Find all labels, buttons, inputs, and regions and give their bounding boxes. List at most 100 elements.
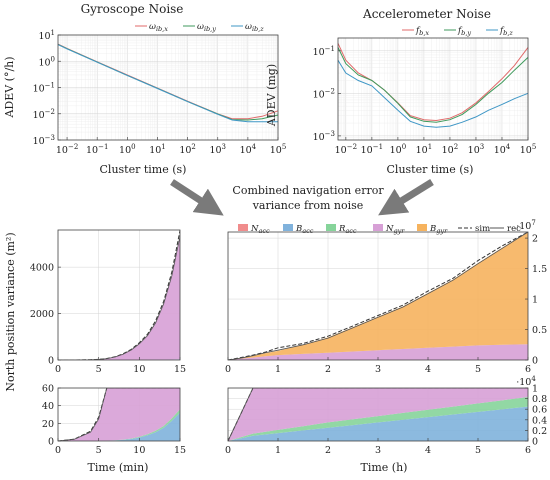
y-multiplier: ·104 bbox=[516, 375, 536, 388]
x-tick-label: 5 bbox=[475, 445, 481, 456]
gyro-plot: 10−2 10−1 100 101 102 103 104 10510−310−210−110… bbox=[33, 29, 287, 156]
x-tick-label: 105 bbox=[270, 143, 287, 156]
plot-area bbox=[228, 388, 528, 441]
tick-exponent: 3 bbox=[480, 143, 484, 151]
legend-label-0: ωib,x bbox=[149, 22, 168, 33]
plot-frame bbox=[337, 37, 529, 141]
zoom-h-plot: 0 1 2 3 4 5 600.20.40.60.81·104 bbox=[225, 375, 547, 456]
sim-line bbox=[228, 232, 528, 360]
legend-label-0: fb,x bbox=[415, 26, 429, 37]
y-tick-label: 10−3 bbox=[33, 134, 55, 147]
tick-exponent: 2 bbox=[191, 143, 195, 151]
x-tick-label: 3 bbox=[375, 445, 381, 456]
area-R-acc bbox=[228, 397, 528, 441]
gyro-xlabel: Cluster time (s) bbox=[100, 163, 187, 176]
x-tick-label: 2 bbox=[325, 364, 331, 375]
tick-exponent: −1 bbox=[98, 143, 108, 151]
combined-title-line1: Combined navigation error bbox=[232, 184, 384, 197]
nav-h-plot: 0 1 2 3 4 5 600.511.52·107 bbox=[225, 219, 547, 375]
tick-exponent: −3 bbox=[45, 134, 55, 142]
zoom-min-xlabel: Time (min) bbox=[88, 461, 149, 474]
y-tick-label: 100 bbox=[38, 55, 55, 68]
x-tick-label: 100 bbox=[390, 143, 407, 156]
tick-exponent: 4 bbox=[252, 143, 257, 151]
y-tick-label: 0 bbox=[532, 356, 538, 367]
zoom-h-xlabel: Time (h) bbox=[361, 461, 408, 474]
legend-label-sim: sim bbox=[475, 224, 490, 234]
y-tick-label: 0 bbox=[532, 437, 538, 448]
tick-exponent: −3 bbox=[325, 130, 335, 138]
area-N-gyr bbox=[58, 236, 180, 360]
legend-swatch-R-acc bbox=[326, 224, 336, 231]
tick-exponent: 2 bbox=[454, 143, 458, 151]
tick-exponent: −1 bbox=[325, 45, 335, 53]
x-tick-label: 4 bbox=[425, 364, 431, 375]
x-tick-label: 101 bbox=[149, 143, 166, 156]
tick-exponent: 1 bbox=[428, 143, 432, 151]
tick-exponent: −2 bbox=[45, 108, 55, 116]
x-tick-label: 6 bbox=[525, 364, 531, 375]
legend-label-2: fb,z bbox=[499, 26, 513, 37]
x-tick-label: 0 bbox=[55, 364, 61, 375]
series-2-line bbox=[337, 59, 529, 128]
rec-line bbox=[58, 388, 180, 441]
legend-swatch-B-gyr bbox=[417, 224, 427, 231]
legend-label-0-sub: b,x bbox=[419, 29, 429, 37]
legend-swatch-N-acc bbox=[238, 224, 248, 231]
y-tick-label: 60 bbox=[42, 384, 54, 395]
right-arrow bbox=[378, 179, 434, 216]
x-tick-label: 0 bbox=[55, 445, 61, 456]
series-2-line bbox=[57, 44, 278, 123]
y-tick-label: 2000 bbox=[30, 309, 54, 320]
rec-line bbox=[228, 232, 528, 360]
x-tick-label: 0 bbox=[225, 364, 231, 375]
x-tick-label: 0 bbox=[225, 445, 231, 456]
y-tick-label: 10−1 bbox=[313, 45, 335, 58]
legend-label-2-sub: ib,z bbox=[252, 25, 264, 33]
tick-exponent: −2 bbox=[68, 143, 78, 151]
x-tick-label: 10 bbox=[133, 364, 145, 375]
legend-swatch-N-gyr bbox=[373, 224, 383, 231]
x-tick-label: 102 bbox=[442, 143, 459, 156]
nav-legend: Nacc Bacc Racc Ngyr Bgyr sim rec bbox=[238, 224, 521, 235]
x-tick-label: 1 bbox=[275, 445, 281, 456]
zoom-min-plot: 0 5 10 15 0 20 40 60 bbox=[42, 384, 186, 457]
tick-exponent: −1 bbox=[45, 82, 55, 90]
y-tick-label: 40 bbox=[42, 401, 54, 412]
gyro-panel: Gyroscope Noise ωib,x ωib,y ωib,z 10−2 10−1… bbox=[3, 2, 286, 176]
acc-title: Accelerometer Noise bbox=[362, 7, 491, 21]
x-tick-label: 100 bbox=[119, 143, 136, 156]
legend-label-B-acc-sub: acc bbox=[302, 227, 314, 235]
tick-exponent: 4 bbox=[506, 143, 511, 151]
legend-label-B-acc: Bacc bbox=[295, 224, 314, 235]
y-tick-label: 0.8 bbox=[532, 394, 547, 405]
y-tick-label: 10−1 bbox=[33, 82, 55, 95]
y-tick-label: 0.2 bbox=[532, 426, 547, 437]
plot-area bbox=[58, 230, 180, 360]
gyro-ylabel: ADEV (°/h) bbox=[3, 56, 16, 118]
gyro-title: Gyroscope Noise bbox=[81, 2, 184, 16]
x-tick-label: 5 bbox=[96, 445, 102, 456]
tick-exponent: 5 bbox=[532, 143, 536, 151]
acc-legend: fb,x fb,y fb,z bbox=[402, 26, 513, 37]
acc-xlabel: Cluster time (s) bbox=[387, 163, 474, 176]
x-tick-label: 104 bbox=[240, 143, 257, 156]
plot-frame bbox=[57, 229, 181, 361]
y-tick-label: 0.6 bbox=[532, 405, 547, 416]
tick-exponent: 3 bbox=[222, 143, 226, 151]
legend-label-B-gyr: Bgyr bbox=[429, 224, 448, 235]
x-tick-label: 101 bbox=[416, 143, 433, 156]
y-tick-label: 1 bbox=[532, 384, 538, 395]
y-tick-label: 2 bbox=[532, 234, 538, 245]
nav-min-plot: 0 5 10 15 0 2000 4000 bbox=[30, 229, 186, 375]
x-tick-label: 15 bbox=[174, 445, 186, 456]
y-tick-label: 0.4 bbox=[532, 415, 547, 426]
x-tick-label: 10−1 bbox=[361, 143, 383, 156]
x-tick-label: 6 bbox=[525, 445, 531, 456]
legend-label-1-sub: b,y bbox=[461, 29, 471, 37]
y-tick-label: 1.5 bbox=[532, 264, 547, 275]
legend-label-1-sub: ib,y bbox=[204, 25, 216, 33]
legend-label-1: ωib,y bbox=[197, 22, 216, 33]
area-B-acc bbox=[228, 406, 528, 441]
